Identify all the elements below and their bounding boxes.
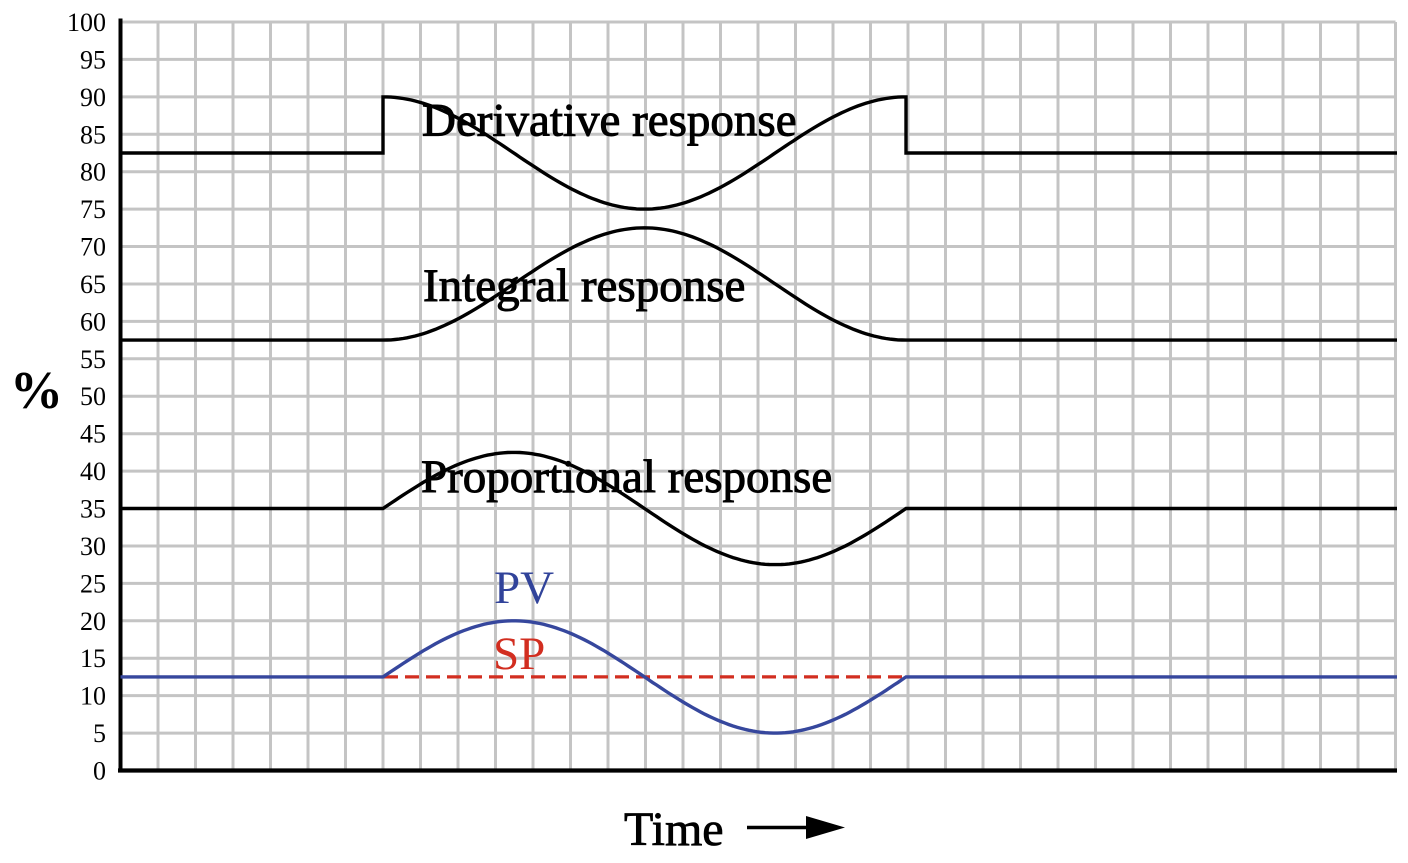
svg-text:20: 20: [80, 607, 106, 636]
svg-text:55: 55: [80, 345, 106, 374]
svg-text:0: 0: [93, 757, 106, 786]
svg-text:70: 70: [80, 233, 106, 262]
svg-text:100: 100: [67, 8, 106, 37]
svg-text:15: 15: [80, 644, 106, 673]
svg-text:Derivative response: Derivative response: [422, 95, 797, 147]
svg-text:80: 80: [80, 158, 106, 187]
svg-text:50: 50: [80, 382, 106, 411]
svg-text:PV: PV: [494, 562, 554, 614]
svg-text:60: 60: [80, 307, 106, 336]
svg-text:40: 40: [80, 457, 106, 486]
svg-text:30: 30: [80, 532, 106, 561]
svg-text:90: 90: [80, 83, 106, 112]
svg-text:65: 65: [80, 270, 106, 299]
svg-text:SP: SP: [493, 628, 545, 680]
svg-text:95: 95: [80, 45, 106, 74]
svg-text:Time: Time: [624, 803, 724, 856]
svg-text:5: 5: [93, 719, 106, 748]
svg-text:Integral response: Integral response: [423, 260, 745, 312]
svg-text:35: 35: [80, 495, 106, 524]
svg-text:10: 10: [80, 682, 106, 711]
svg-text:Proportional response: Proportional response: [421, 451, 832, 503]
svg-text:45: 45: [80, 420, 106, 449]
svg-text:85: 85: [80, 120, 106, 149]
svg-text:%: %: [10, 362, 63, 420]
svg-text:75: 75: [80, 195, 106, 224]
svg-text:25: 25: [80, 569, 106, 598]
